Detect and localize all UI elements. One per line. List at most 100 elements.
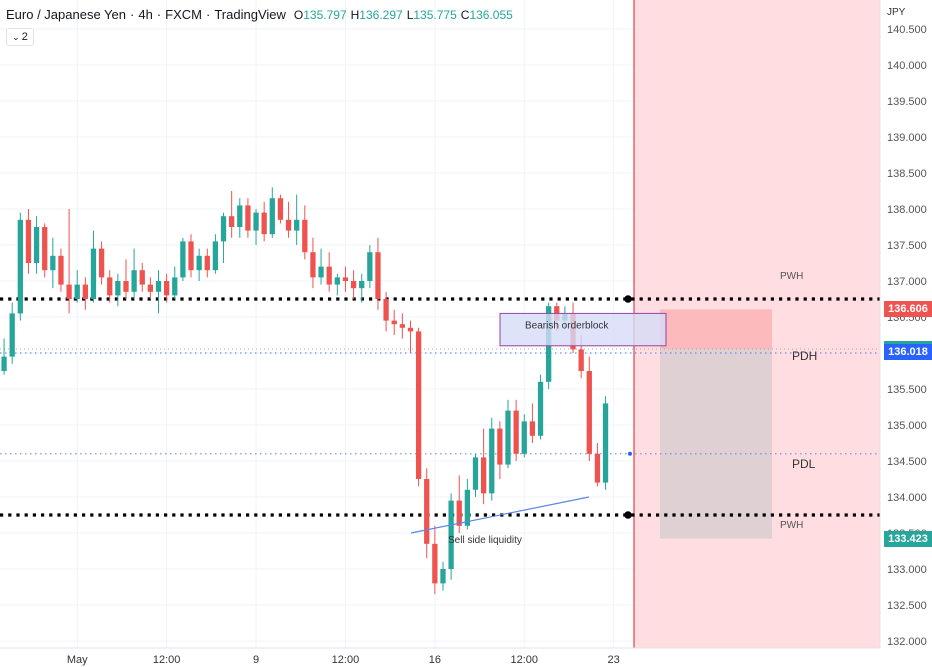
candle-body bbox=[188, 241, 194, 271]
candle-body bbox=[269, 198, 275, 235]
candle-body bbox=[302, 219, 308, 253]
time-axis-bg bbox=[0, 648, 880, 667]
candle-body bbox=[456, 500, 462, 526]
level-anchor bbox=[624, 295, 632, 303]
candle-body bbox=[489, 428, 495, 494]
sell-side-liquidity-label: Sell side liquidity bbox=[448, 535, 522, 546]
candle-body bbox=[147, 284, 154, 292]
candles bbox=[1, 187, 609, 595]
candle-body bbox=[50, 255, 56, 271]
candle-body bbox=[521, 421, 527, 454]
y-tick-label: 140.500 bbox=[887, 24, 927, 36]
candle-body bbox=[131, 270, 137, 292]
exchange: FXCM bbox=[165, 7, 202, 22]
candle-body bbox=[594, 453, 601, 483]
candle-body bbox=[180, 241, 186, 278]
sell-side-liquidity-line bbox=[410, 496, 590, 534]
candle-body bbox=[424, 479, 430, 544]
pdh-label: PDH bbox=[792, 349, 817, 363]
currency-label: JPY bbox=[887, 7, 906, 18]
candle-body bbox=[172, 277, 178, 296]
candle-body bbox=[440, 569, 446, 584]
candle-body bbox=[326, 266, 332, 285]
pwh-label: PWH bbox=[780, 520, 803, 531]
y-tick-label: 134.500 bbox=[887, 456, 927, 468]
indicator-count: 2 bbox=[21, 31, 28, 43]
y-tick-label: 140.000 bbox=[887, 60, 927, 72]
candle-body bbox=[25, 219, 32, 263]
indicators-toggle-button[interactable]: ⌄ 2 bbox=[6, 28, 34, 46]
candle-body bbox=[229, 216, 235, 227]
candle-body bbox=[537, 381, 544, 436]
candle-body bbox=[17, 219, 23, 314]
x-tick-label: 12:00 bbox=[511, 654, 539, 666]
candle-body bbox=[107, 277, 113, 296]
bearish-orderblock-label: Bearish orderblock bbox=[525, 320, 609, 331]
interval: 4h bbox=[138, 7, 153, 22]
candle-body bbox=[204, 255, 210, 271]
price-axis: JPY132.000132.500133.000133.500134.00013… bbox=[879, 0, 932, 667]
candle-body bbox=[58, 255, 64, 285]
open-value: 135.797 bbox=[303, 8, 347, 22]
candle-body bbox=[155, 281, 162, 292]
pwh-label: PWH bbox=[780, 271, 803, 282]
time-axis: May 12:00 9 12:00 16 12:00 23 bbox=[0, 647, 880, 667]
close-value: 136.055 bbox=[469, 8, 513, 22]
candle-body bbox=[90, 248, 97, 299]
candle-body bbox=[253, 212, 259, 231]
y-tick-label: 132.000 bbox=[887, 636, 927, 648]
x-tick-label: 9 bbox=[253, 654, 259, 666]
candle-body bbox=[586, 371, 592, 454]
candle-body bbox=[415, 331, 422, 479]
annotations: Bearish orderblock Sell side liquidity bbox=[410, 312, 667, 546]
y-tick-label: 138.500 bbox=[887, 168, 927, 180]
symbol-legend[interactable]: Euro / Japanese Yen · 4h · FXCM · Tradin… bbox=[6, 7, 517, 22]
candle-body bbox=[367, 252, 373, 281]
horizontal-levels: PWH PWH PDH PDL bbox=[0, 271, 880, 531]
y-tick-label: 137.000 bbox=[887, 276, 927, 288]
x-tick-label: 23 bbox=[608, 654, 620, 666]
y-tick-label: 137.500 bbox=[887, 240, 927, 252]
candle-body bbox=[74, 284, 80, 299]
ohlc-values: O 135.797 H 136.297 L 135.775 C 136.055 bbox=[293, 8, 513, 22]
y-tick-label: 138.000 bbox=[887, 204, 927, 216]
candle-body bbox=[383, 299, 389, 321]
y-tick-label: 139.500 bbox=[887, 96, 927, 108]
y-tick-label: 134.000 bbox=[887, 492, 927, 504]
candle-body bbox=[123, 281, 129, 292]
candle-body bbox=[399, 324, 405, 328]
candle-body bbox=[432, 543, 438, 584]
candle-body bbox=[334, 277, 340, 285]
candle-body bbox=[407, 327, 414, 332]
symbol-name: Euro / Japanese Yen bbox=[6, 7, 126, 22]
y-tick-label: 139.000 bbox=[887, 132, 927, 144]
high-value: 136.297 bbox=[359, 8, 403, 22]
x-tick-label: 16 bbox=[429, 654, 441, 666]
candle-body bbox=[1, 356, 7, 371]
candle-body bbox=[139, 270, 145, 285]
candle-body bbox=[98, 248, 105, 278]
price-tag: 136.018 bbox=[884, 343, 932, 360]
price-tag: 136.606 bbox=[884, 301, 932, 318]
candle-body bbox=[196, 255, 202, 271]
position-target-zone bbox=[660, 309, 772, 350]
candle-body bbox=[310, 252, 316, 278]
candle-body bbox=[359, 281, 365, 289]
price-tag: 133.423 bbox=[884, 530, 932, 547]
y-tick-label: 132.500 bbox=[887, 600, 927, 612]
candle-body bbox=[350, 281, 357, 289]
candle-body bbox=[505, 410, 511, 465]
candle-body bbox=[602, 403, 609, 483]
x-tick-label: 12:00 bbox=[153, 654, 181, 666]
y-tick-label: 135.500 bbox=[887, 384, 927, 396]
candle-body bbox=[294, 219, 300, 231]
pdl-label: PDL bbox=[792, 457, 816, 471]
candle-body bbox=[33, 227, 40, 263]
candle-body bbox=[285, 219, 292, 231]
candle-body bbox=[220, 216, 227, 242]
candle-body bbox=[212, 241, 219, 271]
candle-body bbox=[163, 281, 170, 296]
low-value: 135.775 bbox=[413, 8, 457, 22]
zones bbox=[633, 0, 880, 648]
